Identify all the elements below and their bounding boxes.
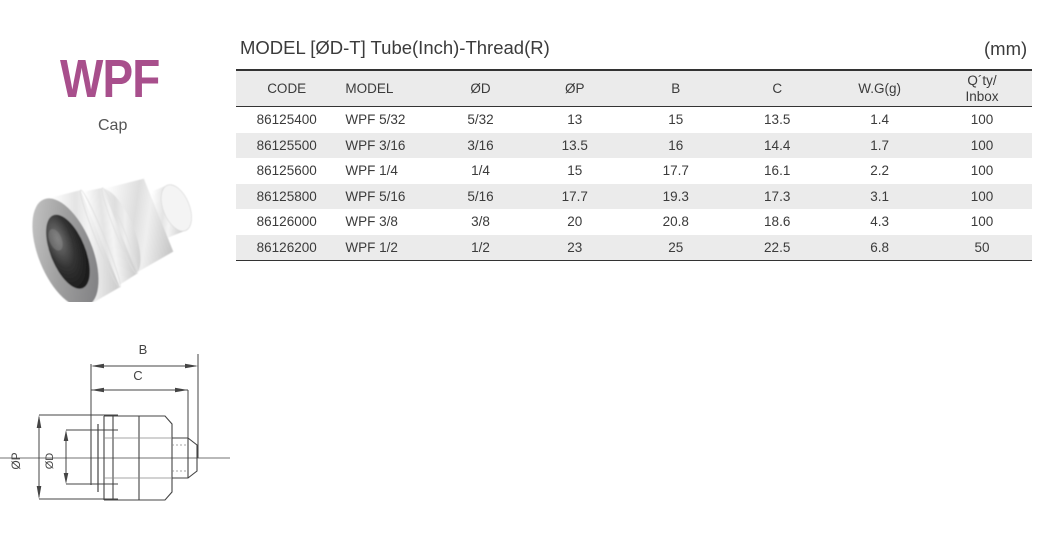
svg-text:ØD: ØD: [44, 453, 56, 470]
svg-text:ØP: ØP: [9, 452, 23, 469]
svg-text:C: C: [133, 368, 142, 383]
svg-text:B: B: [139, 342, 148, 357]
